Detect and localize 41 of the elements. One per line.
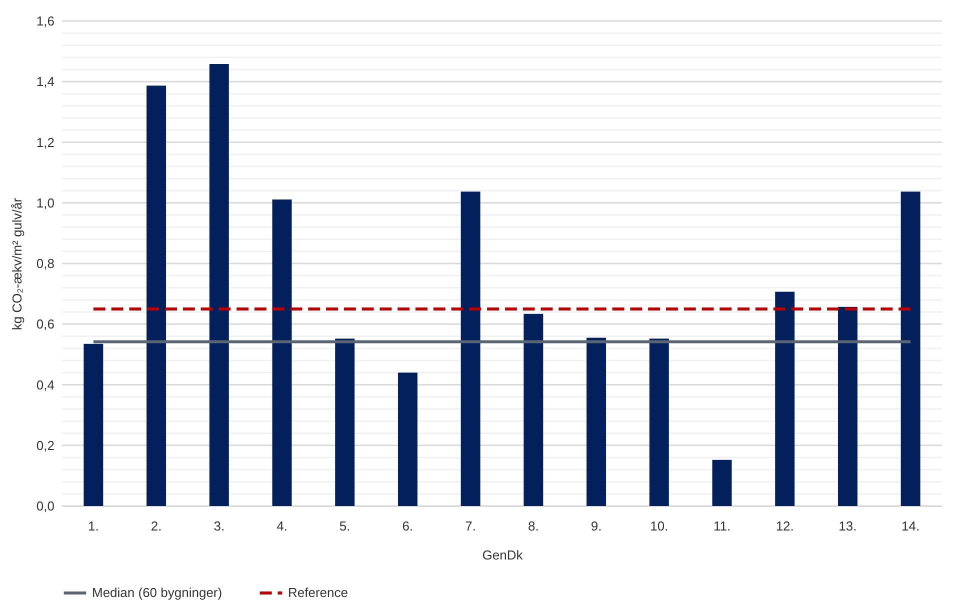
y-tick-label: 0,8	[36, 256, 54, 271]
y-tick-label: 0,2	[36, 438, 54, 453]
bar	[209, 64, 229, 506]
x-tick-label: 10.	[650, 518, 668, 534]
x-tick-label: 8.	[528, 518, 539, 534]
bar	[272, 200, 292, 506]
bar	[586, 338, 606, 506]
x-tick-label: 4.	[276, 518, 288, 534]
bar	[838, 306, 858, 506]
y-tick-label: 1,6	[36, 14, 54, 28]
x-tick-label: 11.	[713, 518, 731, 534]
x-tick-label: 6.	[402, 518, 414, 534]
legend-label: Median (60 bygninger)	[92, 585, 222, 600]
y-tick-label: 1,4	[36, 74, 54, 90]
y-tick-label: 0,4	[36, 377, 54, 392]
x-tick-label: 7.	[465, 518, 476, 534]
x-tick-label: 1.	[88, 518, 99, 534]
bar	[84, 344, 104, 506]
y-tick-label: 1,2	[36, 134, 54, 150]
y-tick-label: 0,6	[36, 316, 54, 332]
bar	[335, 338, 355, 506]
x-tick-label: 3.	[214, 518, 225, 534]
x-axis-title: GenDk	[482, 548, 524, 562]
bar	[460, 192, 480, 506]
x-tick-label: 9.	[590, 518, 602, 534]
bar	[146, 86, 166, 506]
x-tick-label: 13.	[838, 518, 857, 534]
y-axis-title: kg CO₂-ækv/m² gulv/år	[9, 197, 24, 330]
x-tick-label: 12.	[776, 518, 794, 534]
x-tick-label: 5.	[339, 518, 350, 534]
bar	[398, 372, 418, 506]
x-tick-label: 2.	[150, 518, 162, 534]
y-tick-label: 1,0	[36, 195, 54, 210]
bar	[775, 292, 795, 506]
bar	[712, 460, 732, 506]
bar	[649, 338, 669, 506]
y-tick-label: 0,0	[36, 498, 54, 514]
x-tick-label: 14.	[902, 518, 920, 534]
legend-label: Reference	[288, 585, 348, 600]
bar	[524, 314, 544, 506]
bar	[900, 192, 920, 506]
